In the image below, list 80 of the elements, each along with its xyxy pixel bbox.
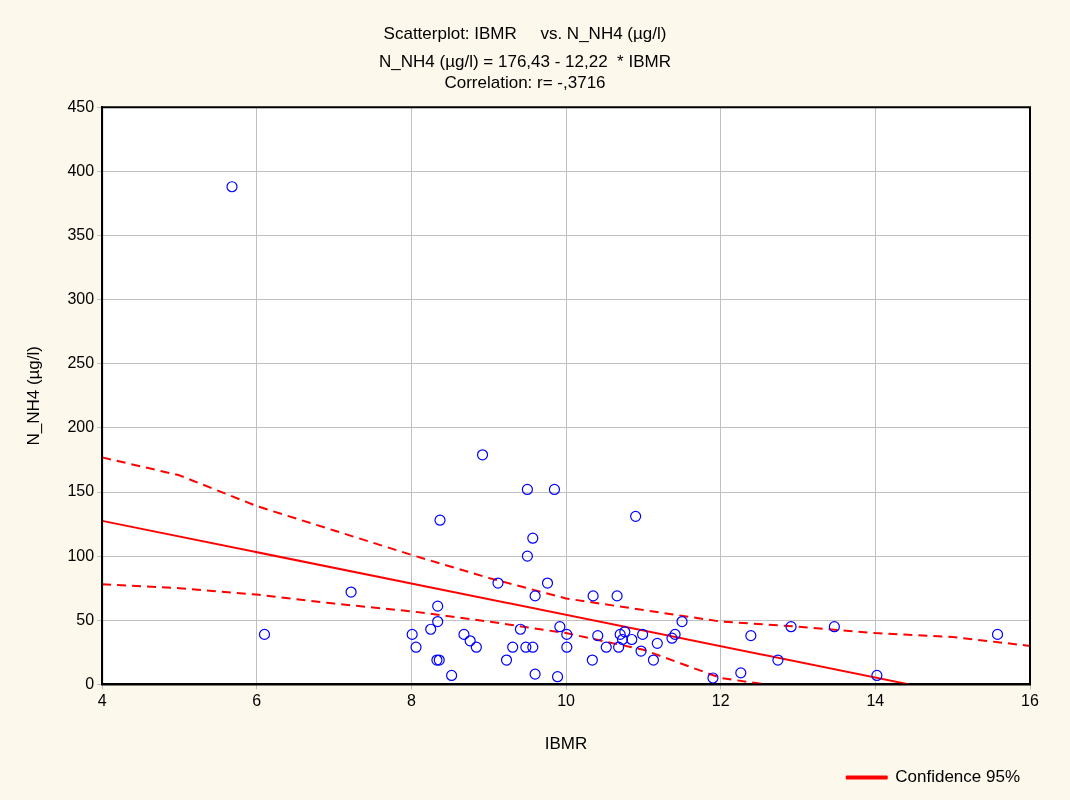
point [432,600,444,612]
point [529,668,541,680]
point [432,615,444,628]
point [561,628,573,640]
point [651,637,663,649]
point [611,590,623,602]
point [434,514,446,526]
point [614,628,626,640]
point [785,621,797,633]
point [616,633,629,646]
point [991,628,1004,640]
y-tick-label: 100 [67,546,95,564]
point [521,483,533,496]
point [647,654,660,666]
y-tick-label: 350 [67,225,95,243]
point [630,510,642,522]
point [871,669,883,682]
y-tick-label: 200 [67,418,95,436]
point [669,628,681,640]
point [492,577,504,589]
point [666,632,678,644]
point [476,449,489,461]
point [520,641,532,653]
point [425,623,437,635]
y-tick-label: 400 [67,161,95,179]
point [258,628,271,640]
point [500,654,513,666]
point [527,532,539,544]
x-tick-label: 6 [252,692,262,710]
point [410,641,422,653]
x-tick-label: 14 [866,692,885,710]
point [626,633,638,646]
point [521,550,533,562]
point [541,577,554,589]
point [406,628,418,640]
point [507,641,519,653]
point [514,623,527,635]
point [592,630,604,642]
point [613,641,625,653]
point [828,621,840,633]
point [586,654,598,666]
y-tick-label: 0 [85,674,95,692]
point [735,667,747,679]
chart-subtitle: N_NH4 (µg/l) = 176,43 - 12,22 * IBMR [379,52,671,72]
y-tick-label: 150 [67,482,95,500]
legend-label: Confidence 95% [895,767,1021,787]
point [587,590,599,602]
y-tick-label: 450 [67,97,95,115]
point [600,641,612,653]
point [446,669,458,682]
x-axis-title: IBMR [544,734,588,754]
point [529,590,541,602]
point [619,626,631,638]
y-axis-title: N_NH4 (µg/l) [23,346,43,446]
point [745,630,757,642]
point [561,641,573,653]
x-tick-label: 12 [711,692,730,710]
point [707,672,719,684]
point [772,654,784,666]
point [527,641,539,653]
text: Correlation: r= -,3716 [444,72,606,92]
x-tick-label: 8 [406,692,416,710]
chart-title: Scatterplot: IBMR vs. N_NH4 (µg/l) [383,23,667,43]
x-tick-label: 16 [1021,692,1039,710]
point [226,181,238,193]
point [635,645,647,657]
point [554,621,566,633]
y-tick-label: 50 [76,610,95,628]
x-tick-label: 4 [97,692,107,710]
y-tick-label: 300 [67,290,95,308]
point [464,635,476,647]
point [548,483,561,496]
x-tick-label: 10 [557,692,576,710]
point [345,586,357,598]
point [551,671,564,683]
point [470,641,482,653]
y-tick-label: 250 [67,354,95,372]
point [676,615,688,628]
point [458,628,470,640]
point [637,628,649,640]
